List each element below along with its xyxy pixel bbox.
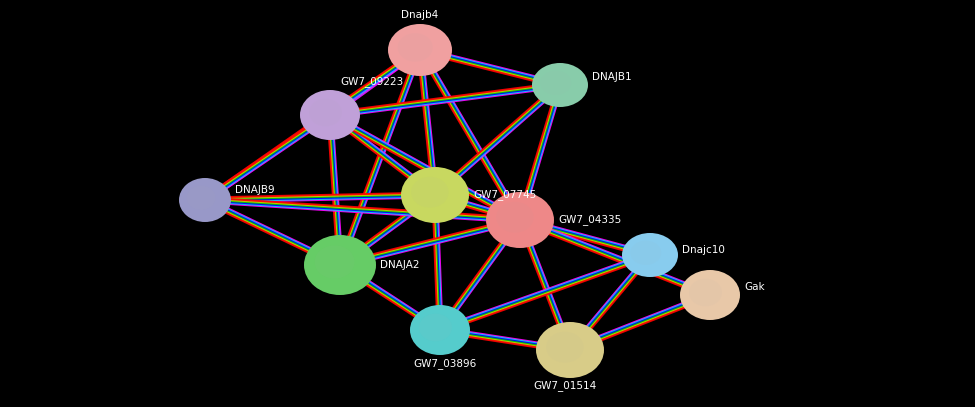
Text: DNAJA2: DNAJA2 bbox=[380, 260, 419, 270]
Ellipse shape bbox=[315, 245, 354, 278]
Ellipse shape bbox=[410, 305, 470, 355]
Text: GW7_07745: GW7_07745 bbox=[473, 190, 536, 201]
Text: Gak: Gak bbox=[744, 282, 764, 292]
Ellipse shape bbox=[532, 63, 588, 107]
Ellipse shape bbox=[496, 202, 533, 232]
Text: GW7_01514: GW7_01514 bbox=[533, 380, 597, 391]
Ellipse shape bbox=[309, 99, 342, 126]
Ellipse shape bbox=[546, 332, 584, 363]
Text: GW7_04335: GW7_04335 bbox=[558, 214, 621, 225]
Ellipse shape bbox=[689, 279, 722, 306]
Ellipse shape bbox=[187, 186, 215, 210]
Ellipse shape bbox=[401, 167, 469, 223]
Ellipse shape bbox=[486, 192, 554, 248]
Ellipse shape bbox=[398, 33, 433, 62]
Text: Dnajb4: Dnajb4 bbox=[402, 10, 439, 20]
Ellipse shape bbox=[419, 314, 452, 341]
Text: GW7_09223: GW7_09223 bbox=[340, 76, 404, 87]
Ellipse shape bbox=[304, 235, 376, 295]
Ellipse shape bbox=[179, 178, 231, 222]
Ellipse shape bbox=[680, 270, 740, 320]
Ellipse shape bbox=[536, 322, 604, 378]
Ellipse shape bbox=[411, 177, 448, 208]
Ellipse shape bbox=[300, 90, 360, 140]
Text: DNAJB1: DNAJB1 bbox=[592, 72, 632, 82]
Ellipse shape bbox=[388, 24, 452, 76]
Ellipse shape bbox=[631, 241, 661, 265]
Ellipse shape bbox=[622, 233, 678, 277]
Text: DNAJB9: DNAJB9 bbox=[235, 185, 275, 195]
Ellipse shape bbox=[540, 71, 571, 95]
Text: GW7_03896: GW7_03896 bbox=[413, 358, 477, 369]
Text: Dnajc10: Dnajc10 bbox=[682, 245, 724, 255]
